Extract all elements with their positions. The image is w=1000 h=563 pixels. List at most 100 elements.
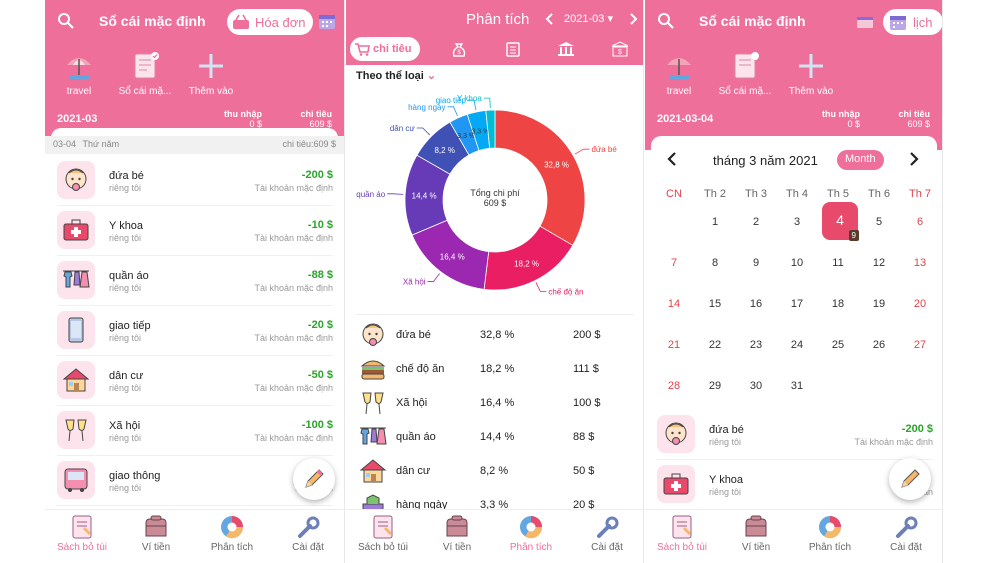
book-icon: [369, 514, 397, 540]
day-cell[interactable]: 21: [667, 339, 681, 351]
day-cell[interactable]: 20: [913, 298, 927, 310]
day-cell[interactable]: 14: [667, 298, 681, 310]
prev-month-icon[interactable]: [667, 152, 677, 166]
transaction-row[interactable]: đứa bé riêng tôi -200 $ Tài khoản mặc định: [57, 156, 333, 206]
add-book-button[interactable]: Thêm vào: [781, 50, 841, 97]
book-default-ledger[interactable]: Sổ cái mặ...: [115, 50, 175, 97]
next-month-icon[interactable]: [909, 152, 919, 166]
nav-settings[interactable]: Cài đặt: [273, 514, 343, 553]
tab-expense[interactable]: chi tiêu: [350, 37, 420, 61]
donut-slice[interactable]: [485, 109, 496, 149]
month-view-button[interactable]: Month: [837, 150, 884, 170]
transaction-amount: -20 $: [307, 319, 333, 331]
transaction-account: Tài khoản mặc định: [254, 283, 333, 293]
clipboard-icon[interactable]: [504, 40, 522, 58]
prev-period-icon[interactable]: [542, 11, 556, 27]
house-icon: [57, 361, 95, 399]
nav-pocketbook[interactable]: Sách bỏ túi: [47, 514, 117, 553]
day-cell[interactable]: 5: [875, 216, 883, 228]
wallet-icon: [142, 514, 170, 540]
nav-wallet[interactable]: Ví tiền: [121, 514, 191, 553]
invoice-icon[interactable]: [855, 13, 875, 31]
nav-analysis[interactable]: Phân tích: [496, 514, 566, 553]
category-row[interactable]: Xã hội 16,4 % 100 $: [358, 386, 638, 420]
transaction-row[interactable]: đứa bé riêng tôi -200 $ Tài khoản mặc định: [657, 410, 933, 460]
search-icon[interactable]: [655, 10, 677, 32]
budget-icon[interactable]: $: [610, 40, 630, 58]
day-cell[interactable]: 16: [749, 298, 763, 310]
period-selector[interactable]: 2021-03 ▾: [564, 12, 613, 25]
transaction-row[interactable]: quần áo riêng tôi -88 $ Tài khoản mặc định: [57, 256, 333, 306]
nav-settings[interactable]: Cài đặt: [871, 514, 941, 553]
transaction-row[interactable]: Y khoa riêng tôi -10 $ Tài khoản mặc định: [57, 206, 333, 256]
category-row[interactable]: chế độ ăn 18,2 % 111 $: [358, 352, 638, 386]
category-value: 50 $: [573, 465, 595, 477]
top-bar: Phân tích 2021-03 ▾: [346, 0, 643, 42]
calendar-view-button[interactable]: lịch: [883, 9, 942, 35]
money-bag-icon[interactable]: $: [450, 40, 468, 58]
day-cell[interactable]: 1: [711, 216, 719, 228]
nav-pocketbook[interactable]: Sách bỏ túi: [647, 514, 717, 553]
day-cell[interactable]: 13: [913, 257, 927, 269]
donut-slice[interactable]: [494, 109, 586, 246]
category-row[interactable]: dân cư 8,2 % 50 $: [358, 454, 638, 488]
edit-fab-button[interactable]: [889, 458, 931, 500]
edit-fab-button[interactable]: [293, 458, 335, 500]
nav-wallet[interactable]: Ví tiền: [422, 514, 492, 553]
basket-icon: [231, 14, 251, 30]
book-travel[interactable]: travel: [649, 50, 709, 97]
day-cell[interactable]: 25: [831, 339, 845, 351]
day-cell[interactable]: 2: [752, 216, 760, 228]
day-cell[interactable]: 11: [832, 257, 844, 269]
nav-wallet[interactable]: Ví tiền: [721, 514, 791, 553]
day-cell[interactable]: 28: [667, 380, 681, 392]
nav-pocketbook[interactable]: Sách bỏ túi: [348, 514, 418, 553]
day-cell[interactable]: 30: [749, 380, 763, 392]
day-cell[interactable]: 31: [790, 380, 804, 392]
day-cell[interactable]: 8: [711, 257, 719, 269]
transaction-row[interactable]: giao tiếp riêng tôi -20 $ Tài khoản mặc địn…: [57, 306, 333, 356]
income-value: 0 $: [847, 119, 860, 129]
day-cell[interactable]: 22: [708, 339, 722, 351]
category-row[interactable]: đứa bé 32,8 % 200 $: [358, 318, 638, 352]
nav-label: Phân tích: [210, 542, 254, 553]
transaction-row[interactable]: dân cư riêng tôi -50 $ Tài khoản mặc định: [57, 356, 333, 406]
clothes-icon: [57, 261, 95, 299]
day-cell[interactable]: 10: [790, 257, 804, 269]
day-cell[interactable]: 7: [670, 257, 678, 269]
day-cell[interactable]: 6: [916, 216, 924, 228]
nav-settings[interactable]: Cài đặt: [572, 514, 642, 553]
nav-analysis[interactable]: Phân tích: [795, 514, 865, 553]
next-period-icon[interactable]: [627, 11, 641, 27]
category-row[interactable]: quần áo 14,4 % 88 $: [358, 420, 638, 454]
day-cell[interactable]: 27: [913, 339, 927, 351]
search-icon[interactable]: [55, 10, 77, 32]
day-cell[interactable]: 19: [872, 298, 886, 310]
day-cell[interactable]: 17: [790, 298, 804, 310]
add-book-button[interactable]: Thêm vào: [181, 50, 241, 97]
book-icon: [668, 514, 696, 540]
income-summary: thu nhập 0 $: [822, 109, 860, 129]
day-cell[interactable]: 26: [872, 339, 886, 351]
bank-icon[interactable]: [556, 40, 576, 58]
book-travel[interactable]: travel: [49, 50, 109, 97]
category-filter[interactable]: Theo thể loại ⌄: [356, 69, 436, 82]
day-cell[interactable]: 23: [749, 339, 763, 351]
day-cell[interactable]: 15: [708, 298, 722, 310]
day-cell[interactable]: 29: [708, 380, 722, 392]
nav-analysis[interactable]: Phân tích: [197, 514, 267, 553]
day-cell[interactable]: 18: [831, 298, 845, 310]
transaction-name: dân cư: [109, 370, 144, 382]
ledger-icon: [128, 50, 162, 82]
weekday-label: Th 4: [785, 188, 808, 200]
calendar-icon[interactable]: [317, 11, 337, 31]
transaction-row[interactable]: Xã hội riêng tôi -100 $ Tài khoản mặc định: [57, 406, 333, 456]
day-cell[interactable]: 24: [790, 339, 804, 351]
day-cell[interactable]: 9: [752, 257, 760, 269]
book-default-ledger[interactable]: Sổ cái mặ...: [715, 50, 775, 97]
day-cell[interactable]: 12: [872, 257, 886, 269]
invoice-button[interactable]: Hóa đơn: [227, 9, 314, 35]
day-cell[interactable]: 3: [793, 216, 801, 228]
